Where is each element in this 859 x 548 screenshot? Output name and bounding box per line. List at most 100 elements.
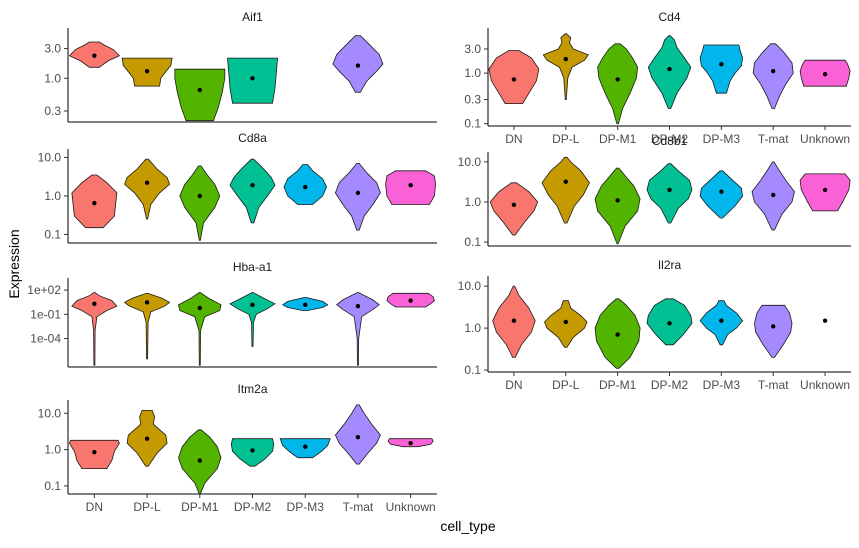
median-point-cd4-dp-m2 — [667, 66, 672, 72]
panel-title-cd8b1: Cd8b1 — [652, 134, 688, 148]
panel-aif1: Aif1 0.3 1.0 3.0 — [44, 10, 437, 123]
violin-cd4-t-mat — [752, 43, 794, 109]
x-tick-label: DP-L — [552, 132, 580, 146]
median-point-cd4-dp-m3 — [719, 62, 724, 67]
median-point-cd4-dp-l — [563, 56, 568, 62]
y-tick-label: 0.1 — [464, 235, 481, 249]
median-point-il2ra-dp-m3 — [719, 318, 724, 323]
y-tick-label: 3.0 — [44, 41, 61, 55]
violin-cd4-dn — [488, 50, 540, 104]
violin-cd4-dp-m2 — [647, 35, 692, 109]
panel-title-cd8a: Cd8a — [238, 131, 267, 145]
x-tick-label: DP-M3 — [703, 378, 741, 392]
violin-cd8a-dp-m1 — [179, 165, 221, 241]
violin-cd8a-t-mat — [334, 163, 381, 231]
median-point-hba-a1-unknown — [408, 298, 413, 303]
x-tick-label: DP-L — [552, 378, 580, 392]
median-point-il2ra-t-mat — [771, 324, 776, 329]
median-point-cd4-t-mat — [771, 68, 776, 74]
y-tick-label: 1.0 — [464, 66, 481, 80]
panel-title-hba-a1: Hba-a1 — [233, 260, 273, 274]
median-point-hba-a1-dp-m3 — [303, 302, 308, 308]
median-point-il2ra-dp-m2 — [667, 321, 672, 326]
violin-cd8b1-unknown — [799, 173, 851, 212]
y-tick-label: 1.0 — [44, 443, 61, 457]
x-tick-label: DN — [505, 132, 522, 146]
x-tick-label: DP-M3 — [703, 132, 741, 146]
median-point-cd8b1-t-mat — [771, 192, 776, 198]
panel-cd8b1: Cd8b1 0.1 1.0 10.0 — [458, 134, 851, 249]
y-tick-label: 1.0 — [464, 321, 481, 335]
panel-cd8a: Cd8a 0.1 1.0 10.0 — [38, 131, 437, 244]
median-point-itm2a-t-mat — [355, 434, 361, 440]
violin-cd4-dp-m1 — [597, 43, 639, 125]
y-tick-label: 0.1 — [464, 117, 481, 131]
median-point-aif1-dn — [92, 53, 97, 58]
y-tick-label: 10.0 — [458, 155, 482, 169]
violin-cd8a-dp-m2 — [229, 158, 276, 224]
median-point-cd8a-dp-m3 — [303, 184, 308, 190]
x-tick-label: Unknown — [800, 378, 850, 392]
x-tick-label: T-mat — [758, 378, 789, 392]
median-point-itm2a-dn — [92, 449, 97, 455]
median-point-cd8a-dn — [92, 200, 97, 206]
median-point-cd8a-t-mat — [355, 190, 361, 196]
y-axis-title: Expression — [6, 229, 22, 298]
violin-hba-a1-dp-m2 — [229, 292, 276, 347]
median-point-il2ra-dn — [511, 318, 517, 323]
violin-cd4-dp-m3 — [699, 44, 744, 94]
x-tick-label: Unknown — [800, 132, 850, 146]
y-tick-label: 0.1 — [464, 363, 481, 377]
median-point-il2ra-unknown — [822, 318, 828, 323]
x-tick-label: DP-M3 — [287, 500, 325, 514]
x-tick-label: DP-M1 — [599, 378, 637, 392]
median-point-il2ra-dp-l — [563, 319, 568, 325]
median-point-cd8b1-dn — [511, 202, 517, 208]
y-tick-label: 0.3 — [464, 93, 481, 107]
x-tick-label: T-mat — [343, 500, 374, 514]
violin-cd8b1-dn — [489, 182, 539, 236]
median-point-itm2a-dp-l — [144, 436, 150, 441]
violin-itm2a-dn — [68, 439, 120, 469]
y-tick-label: 10.0 — [38, 406, 62, 420]
median-point-hba-a1-dp-m1 — [197, 305, 202, 311]
median-point-cd8b1-dp-m2 — [667, 187, 672, 193]
median-point-cd8b1-unknown — [822, 187, 828, 193]
panel-hba-a1: Hba-a1 1e-04 1e-01 1e+02 — [27, 260, 437, 368]
median-point-hba-a1-dp-l — [144, 300, 150, 305]
y-tick-label: 0.1 — [44, 227, 61, 241]
y-tick-label: 1.0 — [44, 189, 61, 203]
x-tick-label: DP-M2 — [651, 132, 689, 146]
violin-cd8b1-dp-m2 — [646, 163, 693, 224]
violin-hba-a1-dn — [71, 292, 118, 366]
x-tick-label: DN — [86, 500, 103, 514]
median-point-cd8b1-dp-m3 — [719, 189, 724, 194]
y-tick-label: 3.0 — [464, 42, 481, 56]
violin-cd8a-dp-l — [124, 158, 171, 220]
violin-aif1-dp-m1 — [174, 68, 226, 122]
median-point-cd8a-dp-m2 — [250, 182, 255, 188]
median-point-cd8a-dp-m1 — [197, 193, 202, 199]
median-point-aif1-dp-m1 — [197, 87, 202, 93]
median-point-cd8a-unknown — [408, 182, 413, 188]
median-point-itm2a-dp-m1 — [197, 458, 202, 463]
x-axis-title: cell_type — [440, 518, 495, 534]
y-tick-label: 1.0 — [464, 195, 481, 209]
y-tick-label: 10.0 — [458, 279, 482, 293]
median-point-aif1-dp-l — [144, 68, 150, 74]
median-point-aif1-t-mat — [355, 63, 361, 68]
median-point-il2ra-dp-m1 — [615, 332, 620, 337]
panel-itm2a: Itm2a 0.1 1.0 10.0 DN DP-L DP-M1 DP-M2 DP-M3 T-ma… — [38, 382, 437, 514]
y-tick-label: 1e-01 — [30, 307, 61, 321]
median-point-itm2a-dp-m3 — [303, 444, 308, 449]
median-point-cd8b1-dp-l — [563, 179, 568, 184]
x-tick-label: DP-M2 — [651, 378, 689, 392]
x-tick-label: T-mat — [758, 132, 789, 146]
y-tick-label: 1.0 — [44, 71, 61, 85]
y-tick-label: 10.0 — [38, 150, 62, 164]
median-point-cd8b1-dp-m1 — [615, 198, 620, 203]
violin-il2ra-t-mat — [754, 304, 793, 358]
median-point-hba-a1-dn — [92, 301, 97, 307]
y-tick-label: 0.3 — [44, 104, 61, 118]
violin-cd8b1-dp-m1 — [594, 167, 641, 245]
